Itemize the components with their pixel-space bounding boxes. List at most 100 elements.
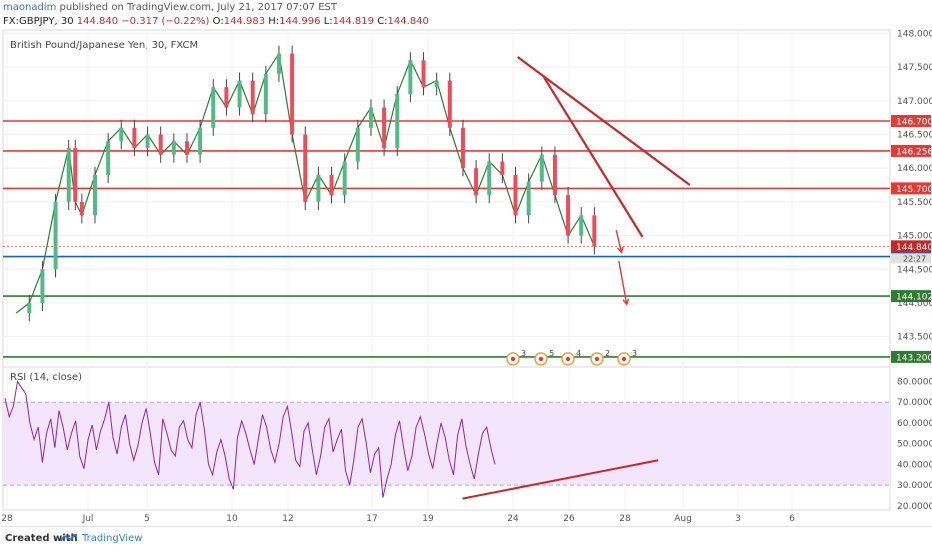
rsi-line: [4, 380, 496, 498]
symbol-label: FX:GBPJPY, 30: [3, 16, 74, 27]
price-candle: [474, 168, 479, 196]
rsi-tick-label: 70.0000: [897, 398, 932, 408]
price-candle: [158, 134, 163, 155]
event-dot: [510, 356, 516, 362]
price-tick-label: 147.000: [897, 97, 932, 107]
price-tick-label: 145.500: [897, 198, 932, 208]
last-price-label: 144.840: [896, 243, 932, 253]
price-candle: [592, 215, 597, 247]
close-value: 144.840: [387, 16, 429, 27]
event-dot: [538, 356, 544, 362]
event-marker[interactable]: 4: [561, 349, 581, 366]
level-label-box: [891, 290, 931, 303]
low-value: 144.819: [332, 16, 374, 27]
price-candle: [579, 215, 584, 236]
rsi-tick-label: 80.0000: [897, 378, 932, 388]
price-candle: [382, 107, 387, 148]
event-dot: [594, 356, 600, 362]
price-candle: [513, 174, 518, 216]
price-candle: [500, 161, 505, 175]
level-label: 146.256: [896, 147, 932, 157]
event-marker[interactable]: 3: [617, 349, 637, 366]
symbol-info: FX:GBPJPY, 30 144.840 −0.317 (−0.22%) O:…: [3, 16, 429, 28]
price-candle: [145, 134, 150, 148]
created-with-label: Created with: [5, 533, 78, 544]
x-tick-label: 3: [735, 514, 741, 524]
price-candle: [447, 80, 452, 128]
price-candle: [53, 201, 58, 270]
drawings[interactable]: [462, 56, 691, 500]
rsi-tick-label: 60.0000: [897, 419, 932, 429]
close-label: C:: [377, 16, 388, 27]
price-candle: [408, 60, 413, 95]
tradingview-logo-icon: [60, 534, 77, 542]
price-tick-label: 146.500: [897, 130, 932, 140]
price-candle: [552, 154, 557, 196]
rsi-pane-title: RSI (14, close): [10, 372, 82, 383]
price-candle: [224, 87, 229, 108]
high-value: 144.996: [279, 16, 321, 27]
price-line: [15, 51, 595, 314]
price-candle: [40, 269, 45, 303]
price-candle: [92, 174, 97, 216]
brand-label[interactable]: TradingView: [82, 533, 143, 544]
price-candle: [66, 147, 71, 202]
footer: Created with TradingView: [0, 526, 932, 551]
price-candle: [355, 127, 360, 162]
price-pane-title: British Pound/Japanese Yen, 30, FXCM: [10, 40, 198, 51]
x-tick-label: 24: [507, 514, 519, 524]
last-value: 144.840: [76, 16, 119, 27]
price-candle: [329, 174, 334, 196]
rsi-tick-label: 40.0000: [897, 460, 932, 470]
trend-line[interactable]: [543, 76, 644, 238]
price-candle: [237, 80, 242, 108]
forecast-arrow[interactable]: [618, 261, 628, 305]
rsi-tick-label: 20.0000: [897, 502, 932, 512]
price-candle: [106, 141, 111, 175]
price-candle: [460, 127, 465, 169]
x-tick-label: 12: [282, 514, 293, 524]
axes: 28 Jul 5 10 12 17 19 24 26 28 Aug 3 6148.000147.5001…: [1, 29, 932, 524]
price-candle: [290, 53, 295, 135]
event-marker[interactable]: 5: [534, 349, 554, 366]
countdown-box: [891, 253, 931, 264]
change-value: −0.317 (−0.22%): [121, 16, 210, 27]
price-candle: [211, 87, 216, 128]
level-label: 146.700: [896, 117, 932, 127]
rsi-tick-label: 50.0000: [897, 440, 932, 450]
x-tick-label: 26: [563, 514, 575, 524]
open-label: O:: [212, 16, 224, 27]
event-marker[interactable]: 3: [506, 349, 526, 366]
price-candle: [434, 80, 439, 88]
horizontal-levels[interactable]: 146.700146.256145.700144.688144.102143.2…: [3, 114, 932, 363]
price-tick-label: 143.500: [897, 333, 932, 343]
price-candle: [539, 154, 544, 182]
level-label: 144.102: [896, 293, 932, 303]
price-candle: [119, 127, 124, 142]
event-count: 4: [576, 349, 581, 358]
forecast-arrow[interactable]: [615, 230, 623, 253]
rsi-trend-line[interactable]: [462, 459, 659, 500]
author-name[interactable]: maonadim: [3, 2, 57, 13]
price-candle: [198, 127, 203, 155]
x-tick-label: 10: [226, 514, 238, 524]
high-label: H:: [268, 16, 280, 27]
event-marker[interactable]: 2: [590, 349, 610, 366]
event-count: 3: [632, 349, 637, 358]
event-count: 5: [549, 349, 554, 358]
rsi-tick-label: 30.0000: [897, 481, 932, 491]
trend-line[interactable]: [516, 56, 691, 186]
price-candle: [132, 127, 137, 148]
countdown-label: 22:27: [903, 254, 926, 263]
chart-canvas[interactable]: British Pound/Japanese Yen, 30, FXCM RSI…: [0, 0, 932, 526]
price-tick-label: 146.000: [897, 164, 932, 174]
low-label: L:: [323, 16, 333, 27]
event-markers[interactable]: 3 5 4 2 3: [506, 349, 637, 366]
price-candle: [73, 147, 78, 202]
price-candle: [250, 80, 255, 115]
price-candle: [27, 302, 32, 314]
price-candle: [526, 181, 531, 216]
price-candle: [421, 60, 426, 88]
x-tick-label: 19: [422, 514, 434, 524]
x-tick-label: 17: [366, 514, 377, 524]
